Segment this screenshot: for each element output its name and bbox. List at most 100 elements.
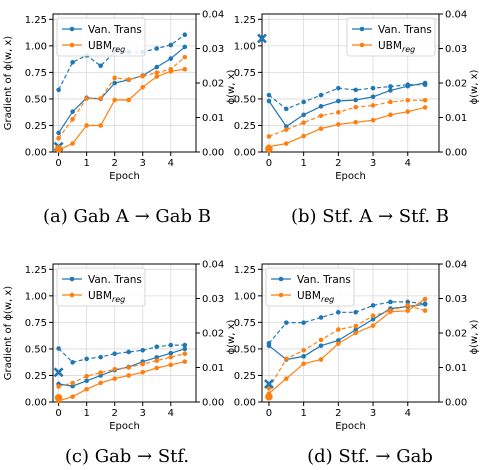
ubm-reg-phi-line (58, 353, 185, 388)
ubm-reg-gradient-point (301, 133, 306, 139)
van-trans-phi-point (98, 63, 103, 69)
van-trans-gradient-point (301, 112, 306, 118)
legend-swatch-marker (69, 42, 75, 48)
caption-a: (a) Gab A → Gab B (43, 206, 211, 227)
ubm-reg-phi-point (112, 75, 117, 81)
ubm-reg-gradient-point (112, 97, 117, 103)
y-right-tick-label: 0.02 (445, 329, 467, 340)
x-tick-label: 3 (370, 408, 376, 419)
ubm-reg-gradient-point (318, 357, 324, 362)
y-tick-label: 1.00 (25, 41, 47, 52)
van-trans-phi-point (353, 87, 359, 93)
van-trans-phi-line (268, 84, 426, 110)
ubm-reg-gradient-point (154, 74, 160, 79)
ubm-reg-phi-point (370, 103, 376, 108)
y-right-tick-label: 0.02 (202, 329, 224, 340)
ubm-reg-phi-point (140, 361, 146, 367)
legend-swatch-marker (359, 26, 365, 32)
x-marker-stroke (264, 379, 274, 389)
van-trans-phi-point (283, 106, 289, 112)
x-tick-label: 4 (168, 158, 174, 169)
ubm-reg-phi-point (168, 354, 174, 360)
ubm-reg-gradient-point (370, 117, 376, 123)
ubm-reg-gradient-point (154, 365, 160, 371)
ubm-reg-gradient-point (126, 373, 132, 378)
van-trans-phi-point (318, 92, 324, 98)
y-right-axis-title: ϕ(w, x) (226, 69, 237, 104)
y-right-axis-title: ϕ(w, x) (469, 319, 480, 354)
chart-panel-b: 0.00 0.25 0.50 0.75 1.00 1.25 0.00 0.01 0.02 0.03… (234, 10, 480, 183)
legend-entry-label: Van. Trans (378, 24, 432, 36)
x-tick-label: 3 (140, 158, 146, 169)
y-tick-label: 0.25 (234, 371, 256, 382)
ubm-reg-gradient-point (283, 376, 289, 381)
baseline-x-marker (264, 379, 274, 389)
y-tick-label: 0.50 (234, 344, 256, 355)
van-trans-phi-point (70, 60, 75, 65)
van-trans-gradient-point (154, 64, 160, 70)
ubm-reg-phi-point (266, 385, 272, 391)
van-trans-gradient-line (268, 303, 426, 361)
ubm-reg-gradient-point (126, 97, 132, 103)
ubm-reg-gradient-point (182, 359, 188, 364)
chart-panel-c: 0.00 0.25 0.50 0.75 1.00 1.25 0.00 0.01 0.02 0.03… (3, 260, 237, 433)
ubm-reg-phi-point (56, 384, 61, 389)
van-trans-gradient-point (182, 44, 188, 50)
van-trans-phi-point (126, 349, 132, 355)
legend-swatch-marker (69, 26, 75, 32)
van-trans-phi-point (182, 32, 188, 37)
legend-swatch-marker (278, 276, 284, 282)
ubm-reg-gradient-point (388, 112, 393, 118)
van-trans-gradient-point (370, 316, 376, 322)
ubm-reg-gradient-point (336, 341, 341, 346)
ubm-reg-gradient-line (268, 106, 426, 148)
y-tick-label: 1.00 (234, 41, 256, 52)
y-right-tick-label: 0.04 (445, 260, 467, 271)
ubm-reg-gradient-point (70, 394, 75, 399)
ubm-reg-phi-point (98, 370, 103, 375)
x-tick-label: 3 (140, 408, 146, 419)
y-tick-label: 1.25 (234, 15, 256, 26)
van-trans-gradient-point (318, 104, 324, 109)
ubm-reg-gradient-point (353, 119, 359, 125)
ubm-reg-phi-point (353, 104, 359, 110)
legend-swatch-marker (69, 276, 75, 282)
ubm-reg-phi-line (58, 56, 186, 139)
ubm-reg-gradient-point (98, 123, 103, 128)
van-trans-phi-point (182, 342, 188, 348)
y-tick-label: 0.75 (234, 318, 256, 329)
y-axis-title: Gradient of ϕ(w, x) (3, 36, 14, 130)
y-tick-label: 0.25 (25, 371, 47, 382)
van-trans-gradient-line (58, 46, 186, 134)
ubm-reg-phi-point (126, 365, 132, 370)
x-tick-label: 2 (335, 408, 341, 419)
y-right-tick-label: 0.04 (445, 10, 467, 21)
van-trans-gradient-point (318, 343, 324, 349)
legend-box (56, 17, 146, 57)
van-trans-phi-point (422, 82, 428, 88)
van-trans-phi-point (301, 320, 306, 325)
ubm-reg-gradient-point (98, 380, 103, 386)
ubm-reg-phi-point (168, 66, 174, 72)
van-trans-phi-point (266, 341, 272, 346)
legend-box (265, 267, 355, 307)
ubm-reg-gradient-point (405, 109, 411, 114)
y-tick-label: 1.00 (234, 291, 256, 302)
van-trans-phi-point (336, 310, 341, 315)
ubm-reg-phi-point (70, 380, 75, 386)
x-tick-label: 1 (83, 408, 89, 419)
x-axis-title: Epoch (335, 421, 366, 432)
y-tick-label: 1.25 (234, 265, 256, 276)
baseline-dot-marker (265, 392, 273, 401)
van-trans-phi-point (154, 344, 160, 350)
y-right-tick-label: 0.04 (202, 10, 224, 21)
ubm-reg-phi-line (268, 304, 426, 389)
ubm-reg-gradient-point (168, 362, 174, 368)
x-axis-title: Epoch (109, 421, 140, 432)
y-right-axis-title: ϕ(w, x) (226, 319, 237, 354)
y-right-axis-title: ϕ(w, x) (469, 69, 480, 104)
x-tick-label: 4 (168, 408, 174, 419)
y-tick-label: 0.00 (234, 148, 256, 159)
ubm-reg-gradient-point (405, 308, 411, 314)
